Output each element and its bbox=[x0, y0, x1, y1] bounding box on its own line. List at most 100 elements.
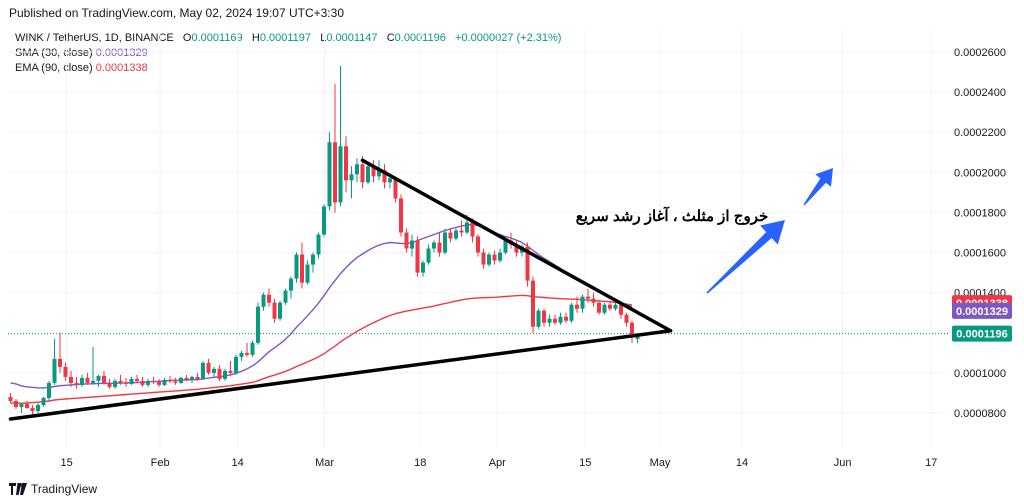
candle-body bbox=[586, 296, 590, 299]
candle-body bbox=[470, 222, 475, 237]
candle-body bbox=[437, 242, 442, 253]
y-axis[interactable]: 0.00008000.00010000.00012000.00014000.00… bbox=[954, 47, 1006, 420]
candle-body bbox=[531, 280, 535, 327]
candle-body bbox=[476, 236, 480, 253]
x-tick-label: Apr bbox=[489, 457, 506, 469]
candle-body bbox=[190, 376, 194, 380]
y-tick-label: 0.0002200 bbox=[954, 127, 1006, 139]
candle-body bbox=[311, 254, 315, 265]
candle-body bbox=[74, 382, 79, 385]
candle-body bbox=[129, 378, 134, 384]
trendlines[interactable] bbox=[8, 158, 673, 421]
candle-body bbox=[289, 278, 293, 291]
legend-symbol-row[interactable]: WINK / TetherUS, 1D, BINANCE O0.0001169 … bbox=[15, 31, 561, 46]
candle-body bbox=[630, 322, 634, 337]
candle-body bbox=[602, 304, 607, 313]
ohlc-high: H0.0001197 bbox=[251, 32, 311, 44]
candle-body bbox=[179, 377, 183, 383]
candlesticks bbox=[8, 66, 640, 416]
grid-lines bbox=[8, 30, 950, 448]
candle-body bbox=[393, 178, 398, 199]
candle-body bbox=[382, 170, 387, 183]
candle-body bbox=[421, 262, 425, 273]
candle-body bbox=[283, 290, 288, 303]
candle-body bbox=[217, 368, 222, 379]
candle-body bbox=[14, 400, 18, 407]
candle-body bbox=[542, 310, 546, 323]
candle-body bbox=[481, 252, 486, 265]
price-label-value: 0.0001329 bbox=[956, 306, 1008, 318]
ema-line bbox=[10, 294, 633, 404]
candle-body bbox=[201, 362, 205, 379]
candle-body bbox=[223, 370, 227, 379]
candle-body bbox=[157, 381, 161, 385]
candle-body bbox=[344, 146, 348, 181]
candle-body bbox=[333, 142, 337, 203]
legend-sma-row[interactable]: SMA (30, close) 0.0001329 bbox=[15, 46, 561, 61]
candle-body bbox=[525, 246, 530, 281]
candle-body bbox=[300, 254, 304, 283]
candle-body bbox=[327, 142, 332, 207]
candle-body bbox=[124, 382, 128, 384]
candle-body bbox=[41, 397, 46, 405]
candle-body bbox=[195, 376, 200, 379]
candle-body bbox=[96, 375, 101, 381]
x-tick-label: 14 bbox=[232, 457, 244, 469]
candle-body bbox=[388, 178, 392, 183]
candle-body bbox=[498, 252, 502, 261]
candle-body bbox=[514, 244, 519, 253]
symbol-name: WINK / TetherUS, 1D, BINANCE bbox=[15, 32, 174, 44]
sma-line bbox=[10, 223, 633, 389]
candle-body bbox=[30, 407, 35, 411]
candle-body bbox=[239, 352, 244, 357]
candle-body bbox=[426, 248, 431, 263]
candle-body bbox=[366, 166, 370, 183]
annotation-text[interactable]: خروج از مثلث ، آغاز رشد سریع bbox=[576, 206, 769, 225]
candle-body bbox=[580, 296, 585, 309]
candle-body bbox=[613, 304, 618, 309]
x-axis[interactable]: 15 Feb 14 Mar 18 Apr 15 May 14 Jun 17 bbox=[60, 457, 937, 469]
trendline-upper-resistance bbox=[360, 158, 673, 333]
candle-body bbox=[261, 294, 266, 307]
candle-body bbox=[267, 294, 271, 303]
x-tick-label: 18 bbox=[414, 457, 426, 469]
footer-brand[interactable]: TradingView bbox=[9, 482, 97, 496]
x-tick-label: 15 bbox=[579, 457, 591, 469]
price-label-tag bbox=[952, 302, 1012, 319]
candle-body bbox=[564, 316, 568, 321]
candle-body bbox=[608, 304, 612, 309]
published-note: Published on TradingView.com, May 02, 20… bbox=[9, 6, 344, 20]
candle-body bbox=[575, 304, 579, 309]
candle-body bbox=[503, 240, 508, 253]
chart-legend: WINK / TetherUS, 1D, BINANCE O0.0001169 … bbox=[15, 31, 561, 76]
legend-ema-row[interactable]: EMA (90, close) 0.0001338 bbox=[15, 61, 561, 76]
candle-body bbox=[25, 403, 29, 408]
x-tick-label: 14 bbox=[736, 457, 748, 469]
candle-body bbox=[113, 380, 117, 387]
candle-body bbox=[135, 378, 139, 381]
candle-body bbox=[63, 366, 68, 377]
candle-body bbox=[206, 362, 211, 373]
ohlc-low: L0.0001147 bbox=[320, 32, 378, 44]
candle-body bbox=[338, 146, 343, 203]
candle-body bbox=[36, 404, 40, 411]
y-tick-label: 0.0002600 bbox=[954, 47, 1006, 59]
candle-body bbox=[69, 376, 73, 383]
arrow-drawings[interactable] bbox=[706, 168, 834, 294]
candle-body bbox=[305, 264, 310, 283]
candle-body bbox=[487, 254, 491, 265]
y-tick-label: 0.0002400 bbox=[954, 87, 1006, 99]
x-tick-label: Jun bbox=[834, 457, 852, 469]
candle-body bbox=[322, 206, 326, 235]
candle-body bbox=[52, 358, 57, 383]
candle-body bbox=[415, 240, 420, 273]
candle-body bbox=[256, 306, 260, 343]
candle-body bbox=[140, 380, 145, 385]
price-label-value: 0.0001196 bbox=[956, 329, 1007, 341]
y-tick-label: 0.0001600 bbox=[954, 248, 1006, 260]
y-tick-label: 0.0001000 bbox=[954, 368, 1006, 380]
candle-body bbox=[454, 230, 458, 239]
candle-body bbox=[85, 377, 90, 383]
